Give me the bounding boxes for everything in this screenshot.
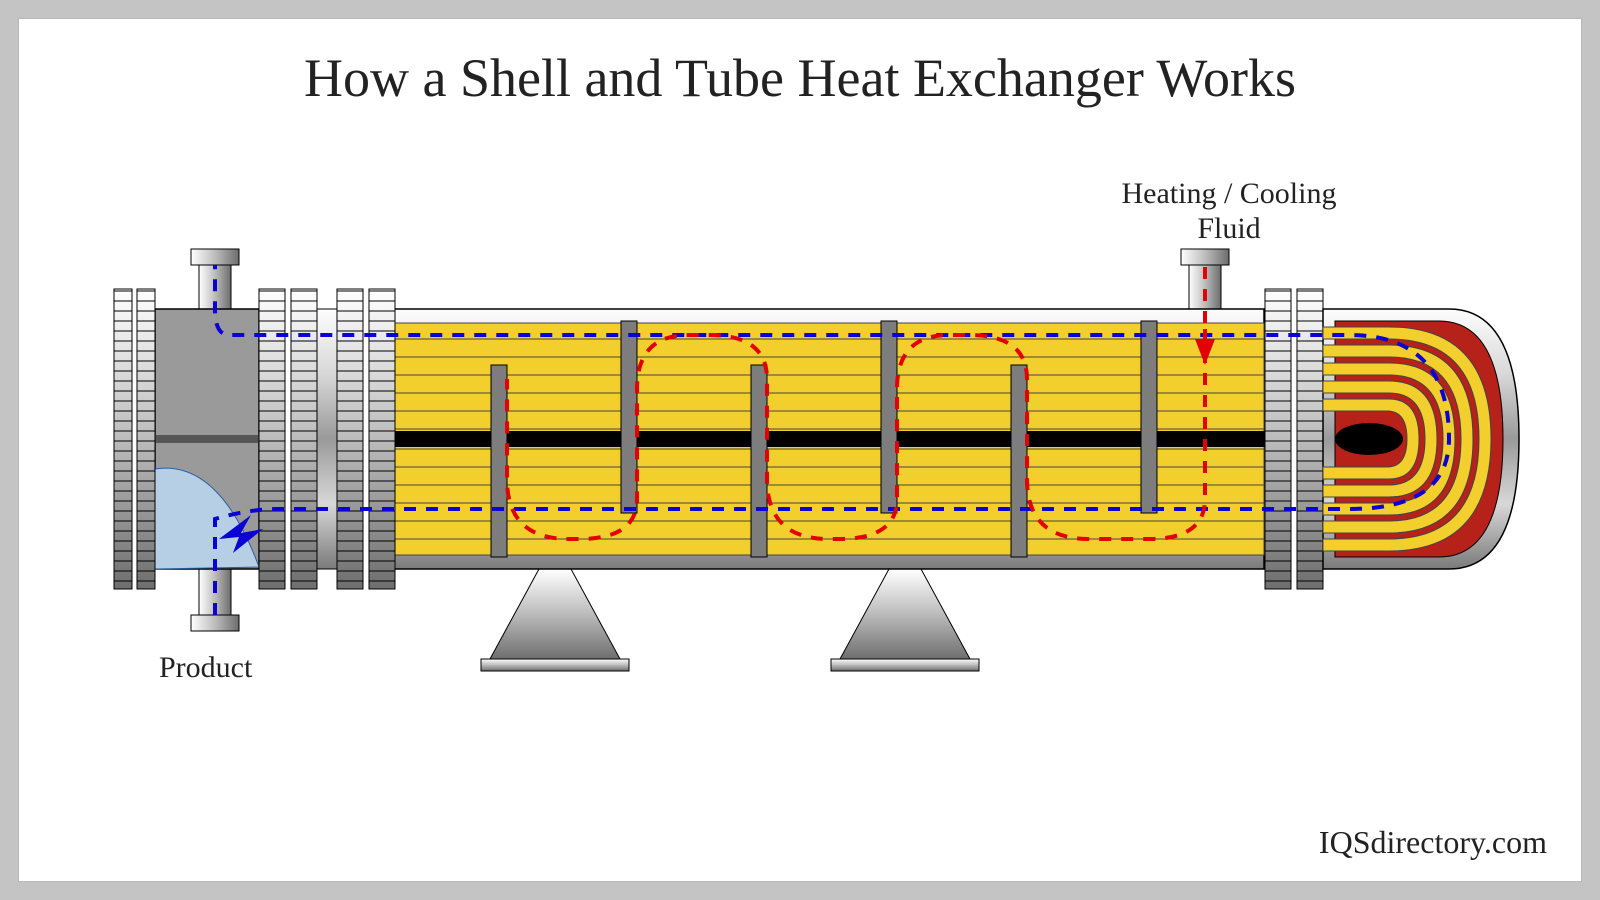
nozzle-bottom-left [191, 567, 239, 631]
left-head [155, 309, 259, 569]
support-legs [481, 569, 979, 671]
heat-exchanger-diagram [19, 19, 1583, 883]
nozzle-hot-inlet [1181, 249, 1229, 313]
diagram-canvas: How a Shell and Tube Heat Exchanger Work… [18, 18, 1582, 882]
flange-spacer [317, 309, 337, 569]
right-end-cap [1323, 309, 1519, 569]
outer-frame: How a Shell and Tube Heat Exchanger Work… [0, 0, 1600, 900]
